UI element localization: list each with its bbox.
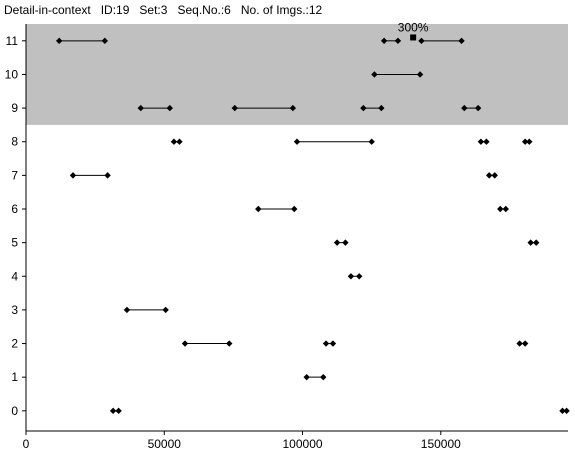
interval-endpoint-marker — [322, 340, 330, 347]
annotation-label: 300% — [398, 20, 429, 34]
interval-endpoint-marker — [532, 239, 540, 246]
header-title: Detail-in-context — [4, 3, 91, 17]
interval-endpoint-marker — [559, 407, 566, 415]
interval-endpoint-marker — [416, 71, 424, 78]
x-tick-label: 50000 — [148, 437, 182, 451]
band-layer — [26, 24, 568, 125]
x-tick-label: 150000 — [421, 437, 461, 451]
interval-endpoint-marker — [526, 138, 533, 145]
y-tick-label: 11 — [6, 34, 19, 48]
interval-endpoint-marker — [491, 172, 498, 179]
interval-endpoint-marker — [394, 37, 402, 45]
interval-endpoint-marker — [418, 37, 425, 45]
interval-endpoint-marker — [342, 239, 349, 246]
y-tick-label: 6 — [11, 202, 18, 216]
y-tick-label: 0 — [11, 404, 18, 418]
interval-endpoint-marker — [293, 138, 301, 145]
interval-endpoint-marker — [483, 138, 490, 145]
interval-endpoint-marker — [356, 273, 363, 280]
interval-endpoint-marker — [521, 138, 529, 145]
segment-layer — [55, 37, 570, 415]
interval-endpoint-marker — [166, 104, 173, 112]
annotation-marker — [410, 34, 417, 41]
header-imgs: No. of Imgs.:12 — [240, 3, 323, 17]
interval-endpoint-marker — [289, 104, 297, 112]
y-tick-label: 2 — [11, 337, 18, 351]
interval-endpoint-marker — [333, 239, 341, 246]
highlight-band — [26, 24, 568, 125]
interval-endpoint-marker — [226, 340, 233, 347]
interval-endpoint-marker — [320, 373, 327, 381]
interval-endpoint-marker — [516, 340, 523, 347]
header-seq: Seq.No.:6 — [177, 3, 231, 17]
interval-endpoint-marker — [69, 172, 77, 179]
interval-endpoint-marker — [170, 138, 178, 145]
interval-endpoint-marker — [55, 37, 63, 45]
interval-endpoint-marker — [474, 104, 482, 112]
y-tick-label: 10 — [5, 67, 19, 81]
interval-endpoint-marker — [137, 104, 144, 112]
interval-endpoint-marker — [109, 407, 117, 415]
y-tick-label: 3 — [11, 303, 18, 317]
y-tick-label: 5 — [11, 236, 18, 250]
interval-endpoint-marker — [485, 172, 493, 179]
y-tick-label: 4 — [11, 269, 18, 283]
interval-endpoint-marker — [502, 205, 509, 213]
interval-endpoint-marker — [176, 138, 183, 145]
interval-endpoint-marker — [527, 239, 534, 246]
interval-endpoint-marker — [115, 407, 122, 415]
y-tick-label: 9 — [11, 101, 18, 115]
interval-endpoint-marker — [461, 104, 468, 112]
interval-endpoint-marker — [378, 104, 385, 112]
interval-endpoint-marker — [347, 273, 355, 280]
header-id: ID:19 — [100, 3, 130, 17]
interval-endpoint-marker — [101, 37, 109, 45]
interval-endpoint-marker — [380, 37, 388, 45]
interval-endpoint-marker — [458, 37, 465, 45]
chart-header: Detail-in-context ID:19 Set:3 Seq.No.:6 … — [4, 3, 322, 17]
annotation-layer: 300% — [398, 20, 429, 41]
interval-endpoint-marker — [371, 71, 378, 78]
interval-endpoint-marker — [255, 205, 262, 213]
interval-endpoint-marker — [521, 340, 529, 347]
interval-endpoint-marker — [360, 104, 367, 112]
y-tick-label: 8 — [11, 135, 18, 149]
interval-endpoint-marker — [231, 104, 238, 112]
header-set: Set:3 — [139, 3, 168, 17]
interval-endpoint-marker — [123, 306, 131, 314]
y-tick-label: 7 — [11, 168, 18, 182]
interval-endpoint-marker — [497, 205, 504, 213]
interval-endpoint-marker — [563, 407, 570, 415]
interval-endpoint-marker — [104, 172, 111, 179]
x-tick-label: 0 — [23, 437, 30, 451]
interval-endpoint-marker — [303, 373, 310, 381]
interval-endpoint-marker — [329, 340, 337, 347]
interval-endpoint-marker — [162, 306, 169, 314]
axis-layer: 0 1 2 3 4 5 6 7 8 9 10 11 0 50000 100000 150000 — [5, 24, 568, 451]
interval-endpoint-marker — [181, 340, 189, 347]
x-tick-label: 100000 — [283, 437, 323, 451]
interval-endpoint-marker — [291, 205, 298, 213]
interval-endpoint-marker — [477, 138, 485, 145]
interval-endpoint-marker — [368, 138, 375, 145]
y-tick-label: 1 — [11, 370, 18, 384]
